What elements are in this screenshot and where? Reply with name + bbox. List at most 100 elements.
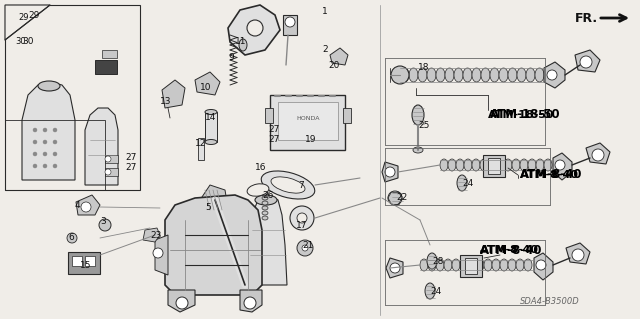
Polygon shape	[566, 243, 590, 264]
Text: 2: 2	[322, 46, 328, 55]
Ellipse shape	[452, 259, 460, 271]
Ellipse shape	[239, 39, 247, 51]
Ellipse shape	[247, 184, 269, 196]
Text: ATM-8-40: ATM-8-40	[520, 168, 582, 182]
Bar	[270, 95, 345, 150]
Circle shape	[580, 56, 592, 68]
Ellipse shape	[499, 68, 508, 82]
Text: 12: 12	[195, 138, 206, 147]
Circle shape	[33, 164, 37, 168]
Text: 30: 30	[22, 38, 33, 47]
Ellipse shape	[484, 259, 492, 271]
Circle shape	[67, 233, 77, 243]
Bar	[5, 120, 105, 190]
Text: ATM-8-40: ATM-8-40	[480, 245, 539, 255]
Ellipse shape	[516, 259, 524, 271]
Ellipse shape	[262, 191, 268, 195]
Ellipse shape	[481, 68, 490, 82]
Text: 15: 15	[80, 261, 92, 270]
Text: 6: 6	[68, 234, 74, 242]
Text: 24: 24	[462, 179, 473, 188]
Ellipse shape	[472, 159, 480, 171]
Text: 30: 30	[15, 38, 26, 47]
Bar	[102, 50, 117, 58]
Text: 29: 29	[28, 11, 40, 19]
Text: 11: 11	[235, 38, 246, 47]
Ellipse shape	[204, 191, 226, 205]
Ellipse shape	[413, 147, 423, 153]
Text: ATM-18-50: ATM-18-50	[488, 110, 554, 120]
Text: 28: 28	[432, 256, 444, 265]
Ellipse shape	[440, 159, 448, 171]
Circle shape	[43, 164, 47, 168]
Text: ATM-8-40: ATM-8-40	[480, 243, 543, 256]
Text: 9: 9	[228, 53, 234, 62]
Bar	[278, 102, 338, 140]
Text: 26: 26	[262, 190, 273, 199]
Circle shape	[555, 160, 565, 170]
Polygon shape	[168, 290, 195, 312]
Text: 1: 1	[322, 8, 328, 17]
Circle shape	[43, 128, 47, 132]
Circle shape	[53, 164, 57, 168]
Bar	[283, 15, 297, 35]
Text: 10: 10	[200, 84, 211, 93]
Circle shape	[285, 17, 295, 27]
Bar	[95, 60, 117, 74]
Circle shape	[297, 240, 313, 256]
Ellipse shape	[457, 175, 467, 191]
Circle shape	[302, 245, 308, 251]
Circle shape	[43, 140, 47, 144]
Ellipse shape	[504, 159, 512, 171]
Ellipse shape	[409, 68, 418, 82]
Ellipse shape	[490, 68, 499, 82]
Ellipse shape	[255, 195, 277, 205]
Bar	[68, 252, 100, 274]
Ellipse shape	[420, 259, 428, 271]
Ellipse shape	[496, 159, 504, 171]
Polygon shape	[575, 50, 600, 72]
Text: 25: 25	[418, 121, 429, 130]
Text: 24: 24	[430, 286, 441, 295]
Ellipse shape	[445, 68, 454, 82]
Ellipse shape	[512, 159, 520, 171]
Ellipse shape	[261, 171, 315, 199]
Ellipse shape	[262, 211, 268, 215]
Ellipse shape	[476, 259, 484, 271]
Circle shape	[33, 140, 37, 144]
Circle shape	[297, 213, 307, 223]
Polygon shape	[240, 290, 262, 312]
Polygon shape	[22, 82, 75, 180]
Polygon shape	[105, 168, 118, 176]
Ellipse shape	[480, 159, 488, 171]
Text: 14: 14	[205, 114, 216, 122]
Ellipse shape	[468, 259, 476, 271]
Polygon shape	[534, 253, 553, 280]
Ellipse shape	[535, 68, 544, 82]
Text: 17: 17	[296, 220, 307, 229]
Ellipse shape	[207, 191, 223, 201]
Ellipse shape	[524, 259, 532, 271]
Circle shape	[592, 149, 604, 161]
Ellipse shape	[436, 68, 445, 82]
Text: 29: 29	[18, 13, 29, 23]
Text: 13: 13	[160, 98, 172, 107]
Ellipse shape	[448, 159, 456, 171]
Circle shape	[536, 260, 546, 270]
Circle shape	[176, 297, 188, 309]
Text: ATM-8-40: ATM-8-40	[520, 170, 579, 180]
Ellipse shape	[454, 68, 463, 82]
Ellipse shape	[528, 159, 536, 171]
Ellipse shape	[444, 259, 452, 271]
Ellipse shape	[463, 68, 472, 82]
Ellipse shape	[262, 196, 268, 200]
Ellipse shape	[400, 68, 409, 82]
Ellipse shape	[425, 283, 435, 299]
Bar	[483, 155, 505, 177]
Circle shape	[33, 128, 37, 132]
Bar	[72, 256, 82, 266]
Ellipse shape	[526, 68, 535, 82]
Ellipse shape	[427, 68, 436, 82]
Ellipse shape	[517, 68, 526, 82]
Text: SDA4-B3500D: SDA4-B3500D	[520, 298, 580, 307]
